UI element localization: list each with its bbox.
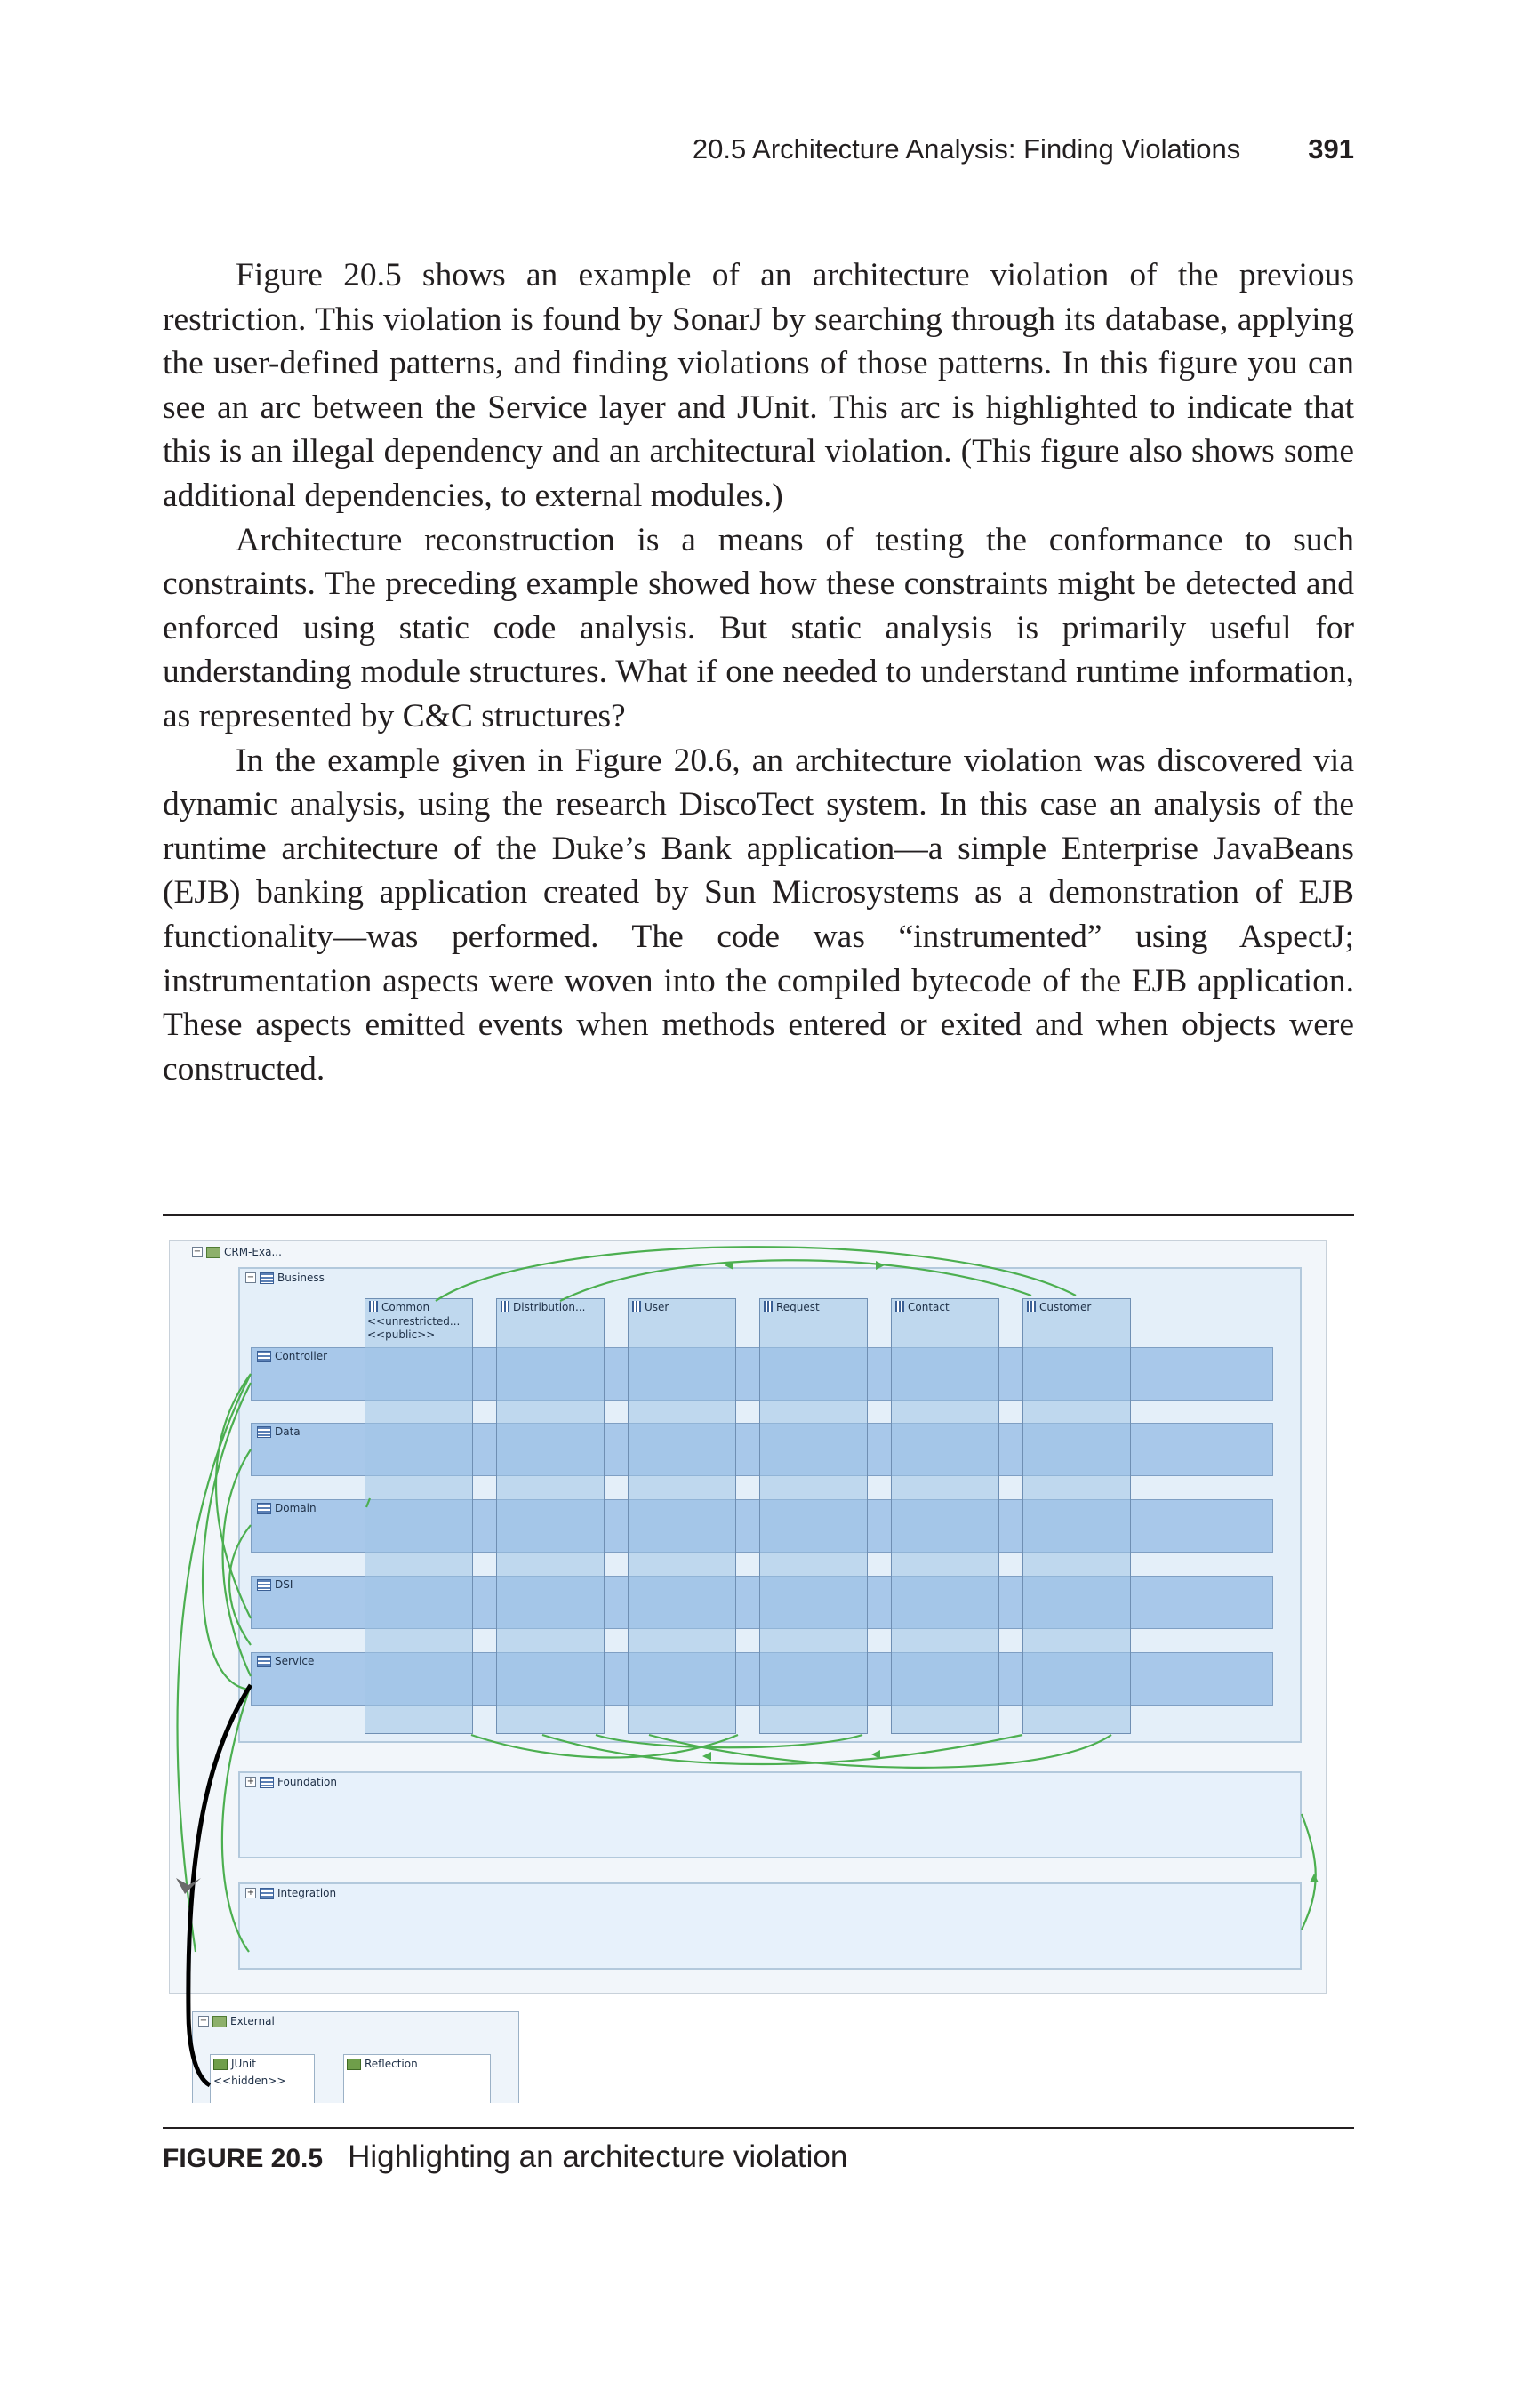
collapse-icon[interactable]: − <box>198 2016 209 2027</box>
expand-icon[interactable]: + <box>245 1777 256 1787</box>
dependency-arc <box>220 1684 252 1953</box>
figure-top-rule <box>163 1214 1354 1216</box>
slice-distribution: Distribution... <box>496 1298 605 1734</box>
paragraph: Figure 20.5 shows an example of an archi… <box>163 257 1354 514</box>
dependency-arc <box>541 1733 1023 1766</box>
layer-icon <box>260 1887 274 1899</box>
slice-icon <box>632 1301 641 1312</box>
collapse-icon[interactable]: − <box>245 1272 256 1283</box>
integration-label: Integration <box>277 1887 337 1899</box>
slice-label: Contact <box>908 1301 950 1313</box>
page-number: 391 <box>1308 133 1354 165</box>
paragraph: In the example given in Figure 20.6, an … <box>163 742 1354 1088</box>
arrow-head <box>725 1261 733 1270</box>
junit-node: JUnit <<hidden>> <box>210 2054 315 2103</box>
slice-icon <box>501 1301 509 1312</box>
slice-common: Common <<unrestricted... <<public>> <box>365 1298 473 1734</box>
dependency-arcs <box>176 1246 1319 2088</box>
project-icon <box>206 1246 220 1258</box>
slice-user: User <box>628 1298 736 1734</box>
reflection-label: Reflection <box>365 2058 418 2070</box>
dependency-arc <box>228 1524 252 1646</box>
slice-label: Distribution... <box>513 1301 586 1313</box>
layer-icon <box>257 1425 271 1438</box>
arrow-head <box>871 1750 880 1759</box>
arrow-head <box>1310 1874 1319 1882</box>
slice-customer: Customer <box>1022 1298 1131 1734</box>
foundation-layer: + Foundation <box>238 1771 1302 1858</box>
architecture-figure: − CRM-Exa... − Business Controller Data … <box>169 1240 1327 2103</box>
dependency-arc <box>470 1733 739 1759</box>
slice-icon <box>1027 1301 1036 1312</box>
slice-stereotype: <<public>> <box>367 1328 436 1341</box>
slice-icon <box>895 1301 904 1312</box>
business-header: − Business <box>245 1272 325 1284</box>
layer-label: Data <box>275 1425 301 1438</box>
dependency-arc <box>365 1497 372 1508</box>
external-label: External <box>230 2015 275 2027</box>
reflection-node: Reflection <box>343 2054 491 2103</box>
paragraph: Architecture reconstruction is a means o… <box>163 521 1354 734</box>
dependency-arc <box>559 1259 1032 1302</box>
root-node: − CRM-Exa... <box>192 1246 282 1258</box>
violation-arrow-head <box>176 1878 201 1894</box>
dependency-arc <box>214 1373 252 1619</box>
caption-text: Highlighting an architecture violation <box>348 2139 848 2174</box>
dependency-arc <box>221 1449 252 1677</box>
layer-icon <box>260 1776 274 1788</box>
junit-label: JUnit <box>231 2058 256 2070</box>
jar-icon <box>213 2058 228 2070</box>
slice-label: Customer <box>1039 1301 1092 1313</box>
figure-bottom-rule <box>163 2127 1354 2129</box>
arrow-head <box>876 1261 885 1270</box>
slice-icon <box>764 1301 773 1312</box>
slice-request: Request <box>759 1298 868 1734</box>
layer-icon <box>257 1502 271 1514</box>
arrow-head <box>702 1752 711 1761</box>
section-title: 20.5 Architecture Analysis: Finding Viol… <box>692 133 1241 165</box>
slice-stereotype: <<unrestricted... <box>367 1315 461 1328</box>
layer-icon <box>260 1272 274 1284</box>
slice-label: Common <box>381 1301 430 1313</box>
dependency-arc <box>595 1733 863 1749</box>
slice-icon <box>369 1301 378 1312</box>
dependency-arc <box>1300 1813 1317 1930</box>
root-label: CRM-Exa... <box>224 1246 282 1258</box>
layer-icon <box>257 1655 271 1667</box>
body-text: Figure 20.5 shows an example of an archi… <box>163 253 1354 1091</box>
violation-arc <box>186 1683 253 2088</box>
running-head: 20.5 Architecture Analysis: Finding Viol… <box>163 133 1354 165</box>
arrow-heads <box>702 1261 1319 1882</box>
layer-icon <box>257 1578 271 1591</box>
collapse-icon[interactable]: − <box>192 1247 203 1257</box>
foundation-label: Foundation <box>277 1776 337 1788</box>
dependency-arc <box>435 1246 1077 1302</box>
figure-caption: FIGURE 20.5 Highlighting an architecture … <box>163 2139 1354 2175</box>
dependency-arc <box>202 1382 252 1691</box>
caption-label: FIGURE 20.5 <box>163 2144 324 2173</box>
dependency-arcs-green <box>176 1246 1317 1953</box>
layer-label: Controller <box>275 1350 328 1362</box>
integration-layer: + Integration <box>238 1882 1302 1970</box>
dependency-arc <box>176 1373 252 1953</box>
layer-label: Domain <box>275 1502 317 1514</box>
layer-icon <box>257 1350 271 1362</box>
slice-label: User <box>645 1301 669 1313</box>
jar-icon <box>347 2058 361 2070</box>
expand-icon[interactable]: + <box>245 1888 256 1898</box>
layer-label: DSI <box>275 1578 293 1591</box>
slice-contact: Contact <box>891 1298 999 1734</box>
business-label: Business <box>277 1272 325 1284</box>
external-icon <box>212 2015 227 2027</box>
dependency-arc <box>648 1733 1112 1769</box>
layer-label: Service <box>275 1655 315 1667</box>
junit-stereotype: <<hidden>> <box>213 2075 286 2087</box>
slice-label: Request <box>776 1301 820 1313</box>
